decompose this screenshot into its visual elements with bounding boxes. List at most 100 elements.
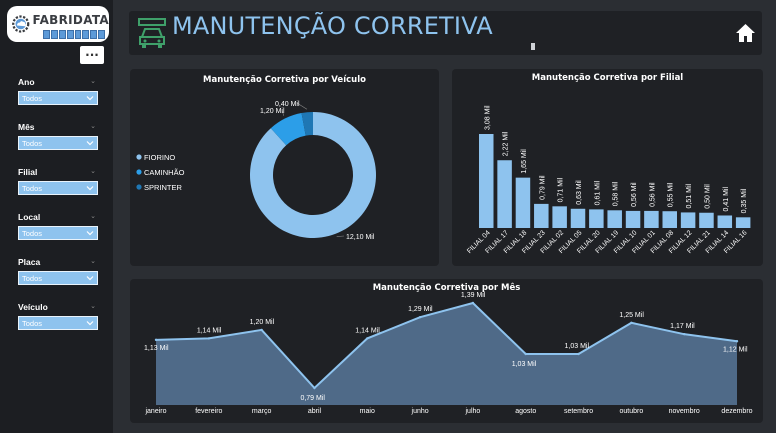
more-options-button[interactable]: ...	[80, 46, 104, 64]
bar-filial-08	[662, 211, 677, 228]
area-point	[735, 340, 739, 343]
donut-slice-sprinter	[301, 112, 313, 136]
legend-marker	[136, 169, 142, 175]
bar-filial-18	[515, 177, 531, 228]
chart-title: Manutenção Corretiva por Filial	[531, 73, 684, 83]
filter-local: Local ⌄ Todos	[18, 212, 98, 240]
chevron-down-icon[interactable]: ⌄	[90, 212, 96, 220]
chevron-down-icon[interactable]: ⌄	[90, 167, 96, 175]
filter-label: Veículo	[18, 302, 48, 312]
chevron-down-icon[interactable]: ⌄	[90, 257, 96, 265]
filter-value: Todos	[22, 183, 43, 193]
area-fill	[156, 303, 737, 405]
bar-data-label: 1,65 Mil	[521, 149, 528, 174]
legend-entry: SPRINTER	[144, 183, 183, 192]
area-data-label: 1,14 Mil	[197, 327, 222, 334]
x-tick-label: março	[252, 408, 272, 415]
x-tick-label: fevereiro	[195, 408, 222, 415]
filter-mes: Mês ⌄ Todos	[18, 122, 98, 150]
bar-data-label: 0,79 Mil	[539, 175, 546, 200]
filter-value: Todos	[22, 318, 43, 328]
legend-entry: CAMINHÃO	[144, 168, 185, 177]
chevron-down-icon[interactable]: ⌄	[90, 122, 96, 130]
filter-select[interactable]: Todos	[18, 226, 98, 240]
bar-filial-14	[717, 215, 733, 228]
bar-data-label: 0,58 Mil	[613, 181, 620, 206]
area-data-label: 1,39 Mil	[461, 292, 486, 299]
filter-select[interactable]: Todos	[18, 316, 98, 330]
truck-icon	[138, 18, 166, 48]
leader-line	[281, 109, 285, 116]
x-tick-label: agosto	[515, 408, 536, 415]
filter-select[interactable]: Todos	[18, 91, 98, 105]
bar-filial-20	[589, 209, 604, 228]
x-tick-label: janeiro	[144, 408, 166, 415]
area-point	[154, 338, 158, 342]
chevron-down-icon	[86, 321, 94, 326]
bar-filial-12	[680, 212, 696, 228]
logo-grid-icon	[43, 30, 105, 39]
area-data-label: 1,14 Mil	[355, 327, 380, 334]
chevron-down-icon[interactable]: ⌄	[90, 77, 96, 85]
x-tick-label: outubro	[619, 408, 643, 415]
x-tick-label: setembro	[564, 408, 593, 415]
bar-filial-17	[497, 160, 512, 228]
legend-entry: FIORINO	[144, 153, 175, 162]
filter-ano: Ano ⌄ Todos	[18, 77, 98, 105]
bar-data-label: 2,22 Mil	[503, 131, 510, 156]
area-data-label: 1,29 Mil	[408, 306, 433, 313]
area-data-label: 1,13 Mil	[144, 345, 169, 352]
bar-filial-21	[699, 212, 714, 228]
sidebar: FABRIDATA ... Ano ⌄ Todos Mês ⌄ Todos Fi…	[0, 0, 113, 433]
bar-data-label: 0,50 Mil	[704, 184, 711, 209]
area-point	[207, 337, 211, 340]
leader-line	[336, 235, 345, 237]
bar-filial-01	[644, 210, 659, 228]
filter-select[interactable]: Todos	[18, 136, 98, 150]
area-point	[260, 328, 263, 332]
legend-marker	[136, 184, 142, 190]
filter-filial: Filial ⌄ Todos	[18, 167, 98, 195]
filter-select[interactable]: Todos	[18, 181, 98, 195]
bar-data-label: 0,71 Mil	[558, 177, 565, 202]
filter-label: Placa	[18, 257, 41, 267]
filter-label: Ano	[18, 77, 35, 87]
chevron-down-icon	[86, 276, 94, 281]
area-data-label: 1,17 Mil	[670, 323, 695, 330]
area-data-label: 1,03 Mil	[565, 343, 590, 350]
panel-mes: Manutenção Corretiva por Mês 1,13 Mil jan…	[130, 279, 763, 423]
bar-data-label: 0,56 Mil	[649, 182, 656, 207]
area-series-line	[155, 301, 738, 390]
filter-placa: Placa ⌄ Todos	[18, 257, 98, 285]
chart-title: Manutenção Corretiva por Mês	[372, 283, 521, 293]
page-title: MANUTENÇÃO CORRETIVA	[172, 12, 493, 40]
x-tick-label: julho	[465, 408, 481, 415]
bar-data-label: 0,35 Mil	[741, 188, 748, 213]
bar-filial-02	[552, 206, 567, 228]
bar-data-label: 0,51 Mil	[686, 183, 693, 208]
area-point	[366, 337, 369, 340]
area-point	[577, 352, 580, 356]
area-point	[630, 321, 633, 325]
area-point	[313, 386, 316, 390]
filter-value: Todos	[22, 228, 43, 238]
legend-marker	[136, 154, 142, 160]
filter-value: Todos	[22, 138, 43, 148]
area-point	[418, 315, 422, 319]
x-tick-label: junho	[411, 408, 429, 415]
slice-data-label: 1,20 Mil	[260, 108, 285, 115]
chevron-down-icon[interactable]: ⌄	[90, 302, 96, 310]
home-icon[interactable]	[735, 23, 756, 43]
area-data-label: 1,25 Mil	[619, 312, 644, 319]
area-data-label: 1,03 Mil	[512, 361, 537, 368]
bar-filial-10	[625, 210, 641, 228]
filter-select[interactable]: Todos	[18, 271, 98, 285]
bar-data-label: 0,56 Mil	[631, 182, 638, 207]
x-tick-label: abril	[308, 408, 322, 415]
chevron-down-icon	[86, 231, 94, 236]
bar-filial-23	[534, 203, 549, 228]
text-cursor-icon	[531, 43, 535, 50]
x-tick-label: dezembro	[721, 408, 752, 415]
